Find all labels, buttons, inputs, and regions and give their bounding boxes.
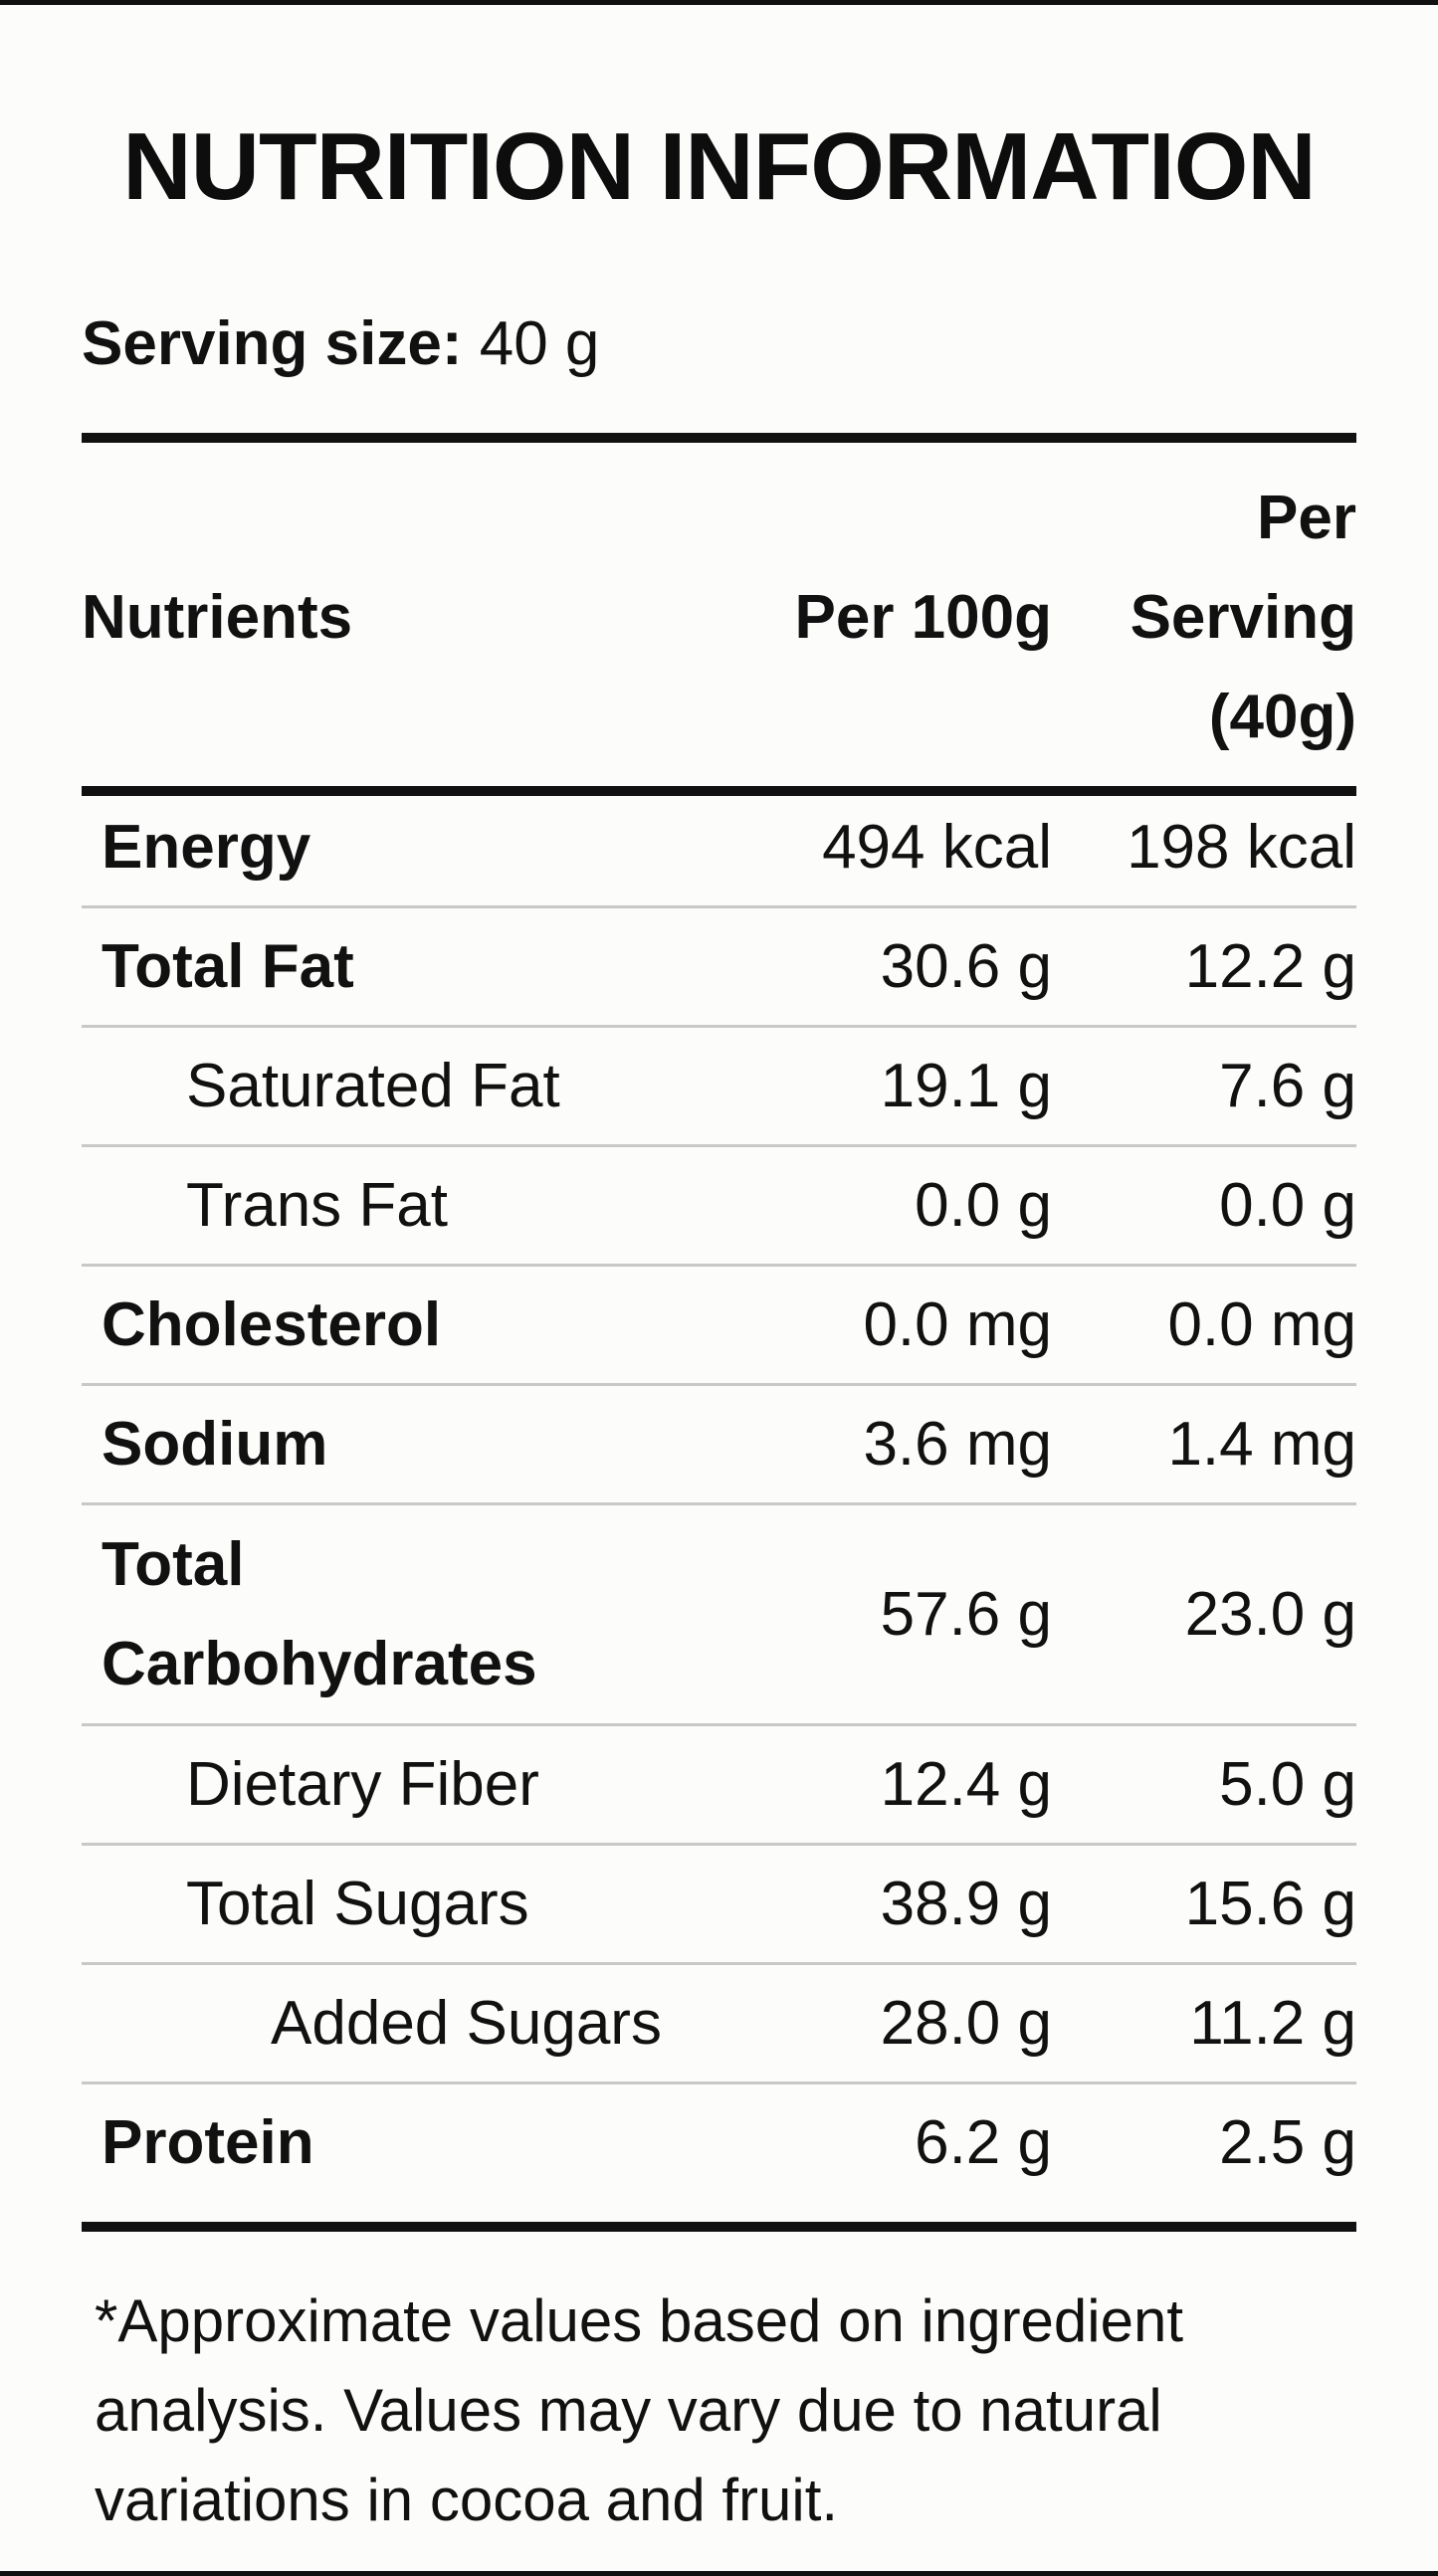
nutrient-protein: Protein: [82, 2081, 728, 2201]
header-per-serving: Per Serving (40g): [1052, 446, 1356, 789]
trans-fat-per-100g: 0.0 g: [728, 1144, 1052, 1266]
header-nutrients: Nutrients: [82, 582, 353, 652]
table-header-row: Nutrients Per 100g Per Serving (40g): [82, 446, 1356, 789]
table-row: Trans Fat 0.0 g 0.0 g: [82, 1144, 1356, 1266]
header-per-serving-line3: (40g): [1208, 682, 1356, 751]
total-sugars-per-100g: 38.9 g: [728, 1843, 1052, 1964]
total-fat-per-100g: 30.6 g: [728, 905, 1052, 1027]
energy-per-100g: 494 kcal: [822, 813, 1052, 882]
nutrition-table: Nutrients Per 100g Per Serving (40g) Ene…: [82, 446, 1356, 2201]
serving-size-value: 40 g: [479, 309, 600, 378]
energy-per-serving: 198 kcal: [1127, 813, 1356, 882]
header-top-rule: [82, 433, 1356, 443]
footnote: *Approximate values based on ingredient …: [95, 2287, 1184, 2533]
label-title: NUTRITION INFORMATION: [122, 113, 1316, 220]
table-row: Total Fat 30.6 g 12.2 g: [82, 905, 1356, 1027]
nutrient-total-fat: Total Fat: [82, 905, 728, 1027]
trans-fat-per-serving: 0.0 g: [1052, 1144, 1356, 1266]
header-per-100g: Per 100g: [794, 582, 1052, 652]
nutrient-sodium: Sodium: [82, 1383, 728, 1504]
total-sugars-per-serving: 15.6 g: [1052, 1843, 1356, 1964]
dietary-fiber-per-100g: 12.4 g: [728, 1723, 1052, 1845]
added-sugars-per-100g: 28.0 g: [728, 1962, 1052, 2083]
total-fat-per-serving: 12.2 g: [1052, 905, 1356, 1027]
table-row: Total Carbohydrates 57.6 g 23.0 g: [82, 1502, 1356, 1725]
nutrient-added-sugars: Added Sugars: [82, 1962, 728, 2083]
serving-size-label: Serving size:: [82, 309, 463, 378]
header-per-serving-line1: Per: [1257, 483, 1356, 552]
table-bottom-rule: [82, 2222, 1356, 2232]
nutrient-dietary-fiber: Dietary Fiber: [82, 1723, 728, 1845]
nutrient-saturated-fat: Saturated Fat: [82, 1025, 728, 1146]
table-row: Protein 6.2 g 2.5 g: [82, 2081, 1356, 2201]
nutrient-trans-fat: Trans Fat: [82, 1144, 728, 1266]
sodium-per-serving: 1.4 mg: [1052, 1383, 1356, 1504]
cholesterol-per-serving: 0.0 mg: [1052, 1264, 1356, 1385]
table-row: Total Sugars 38.9 g 15.6 g: [82, 1843, 1356, 1964]
table-row: Cholesterol 0.0 mg 0.0 mg: [82, 1264, 1356, 1385]
total-carbohydrates-line1: Total: [102, 1529, 245, 1599]
header-bottom-rule: [82, 786, 1356, 796]
total-carbohydrates-line2: Carbohydrates: [102, 1629, 537, 1698]
sodium-per-100g: 3.6 mg: [728, 1383, 1052, 1504]
table-row: Added Sugars 28.0 g 11.2 g: [82, 1962, 1356, 2083]
total-carbohydrates-per-100g: 57.6 g: [728, 1502, 1052, 1725]
table-row: Sodium 3.6 mg 1.4 mg: [82, 1383, 1356, 1504]
nutrient-cholesterol: Cholesterol: [82, 1264, 728, 1385]
protein-per-100g: 6.2 g: [728, 2081, 1052, 2201]
saturated-fat-per-serving: 7.6 g: [1052, 1025, 1356, 1146]
table-row: Dietary Fiber 12.4 g 5.0 g: [82, 1723, 1356, 1845]
added-sugars-per-serving: 11.2 g: [1052, 1962, 1356, 2083]
dietary-fiber-per-serving: 5.0 g: [1052, 1723, 1356, 1845]
saturated-fat-per-100g: 19.1 g: [728, 1025, 1052, 1146]
protein-per-serving: 2.5 g: [1052, 2081, 1356, 2201]
serving-size: Serving size: 40 g: [82, 308, 599, 379]
nutrient-total-carbohydrates: Total Carbohydrates: [82, 1502, 728, 1725]
table-row: Energy 494 kcal 198 kcal: [82, 789, 1356, 907]
cholesterol-per-100g: 0.0 mg: [728, 1264, 1052, 1385]
table-row: Saturated Fat 19.1 g 7.6 g: [82, 1025, 1356, 1146]
nutrient-total-sugars: Total Sugars: [82, 1843, 728, 1964]
header-per-serving-line2: Serving: [1130, 582, 1356, 652]
total-carbohydrates-per-serving: 23.0 g: [1052, 1502, 1356, 1725]
nutrient-energy: Energy: [102, 813, 311, 882]
